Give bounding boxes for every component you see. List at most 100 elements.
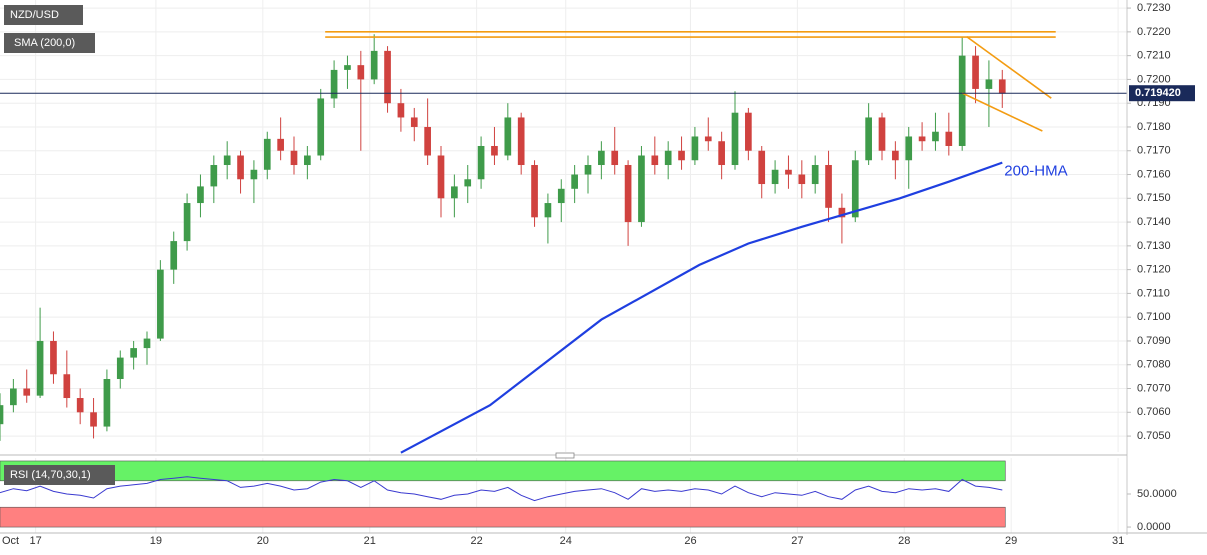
candle-body bbox=[330, 69, 338, 99]
candle-body bbox=[344, 65, 351, 70]
candle-body bbox=[410, 117, 418, 127]
candle-body bbox=[598, 150, 605, 166]
candle-body bbox=[798, 174, 806, 185]
x-tick-label: 29 bbox=[1005, 535, 1017, 547]
candle-body bbox=[250, 169, 258, 180]
candle-body bbox=[785, 169, 792, 175]
candle-body bbox=[571, 174, 578, 189]
candle-body bbox=[304, 155, 311, 166]
candle-body bbox=[143, 338, 151, 349]
x-tick-label: 24 bbox=[560, 535, 572, 547]
y-tick-label: 0.0000 bbox=[1137, 521, 1171, 533]
candle-body bbox=[771, 169, 779, 185]
candle-body bbox=[384, 50, 391, 104]
candle-body bbox=[491, 145, 498, 156]
candle-body bbox=[865, 117, 872, 161]
x-tick-label: 27 bbox=[791, 535, 803, 547]
candle-body bbox=[985, 79, 993, 89]
y-tick-label: 0.7070 bbox=[1137, 382, 1171, 394]
x-tick-label: 26 bbox=[684, 535, 696, 547]
y-tick-label: 0.7210 bbox=[1137, 50, 1171, 62]
candle-body bbox=[50, 340, 57, 375]
rsi-band bbox=[0, 460, 1006, 482]
candle-body bbox=[357, 65, 365, 80]
hma-line bbox=[400, 161, 1003, 454]
panel-handle[interactable] bbox=[555, 452, 575, 459]
x-tick-label: 19 bbox=[150, 535, 162, 547]
candle-body bbox=[811, 165, 819, 185]
candle-body bbox=[531, 165, 538, 218]
candle-body bbox=[277, 138, 284, 151]
rsi-band bbox=[0, 506, 1006, 528]
candle-body bbox=[223, 155, 231, 166]
candle-body bbox=[397, 103, 405, 118]
y-tick-label: 0.7180 bbox=[1137, 121, 1171, 133]
y-tick-label: 0.7150 bbox=[1137, 192, 1171, 204]
candle-body bbox=[651, 155, 659, 166]
candle-body bbox=[290, 150, 298, 166]
x-tick-label: 28 bbox=[898, 535, 910, 547]
y-tick-label: 0.7220 bbox=[1137, 26, 1171, 38]
x-tick-label: 20 bbox=[257, 535, 269, 547]
candle-body bbox=[210, 165, 218, 187]
legend-box bbox=[4, 465, 115, 485]
candle-body bbox=[116, 357, 124, 380]
candle-body bbox=[130, 348, 137, 358]
candle-body bbox=[905, 136, 913, 161]
candle-body bbox=[157, 269, 164, 339]
last-price-label: 0.719420 bbox=[1135, 87, 1181, 99]
y-tick-label: 0.7230 bbox=[1137, 2, 1171, 14]
legend-title: NZD/USD bbox=[10, 9, 59, 21]
legend-box bbox=[4, 33, 95, 53]
candle-body bbox=[464, 179, 472, 187]
candle-body bbox=[370, 50, 378, 80]
y-tick-label: 0.7050 bbox=[1137, 430, 1171, 442]
candle-body bbox=[611, 150, 619, 166]
x-tick-label: 31 bbox=[1112, 535, 1124, 547]
candle-body bbox=[704, 136, 712, 142]
candle-body bbox=[0, 405, 4, 425]
candle-body bbox=[23, 388, 31, 396]
candle-body bbox=[932, 131, 939, 142]
candle-body bbox=[544, 203, 552, 218]
candle-body bbox=[517, 117, 525, 166]
x-axis-month: Oct bbox=[2, 535, 19, 547]
candle-body bbox=[263, 138, 271, 170]
candle-body bbox=[103, 379, 111, 427]
x-tick-label: 21 bbox=[364, 535, 376, 547]
candle-body bbox=[317, 98, 325, 156]
candle-body bbox=[424, 126, 431, 156]
y-tick-label: 0.7160 bbox=[1137, 168, 1171, 180]
candle-body bbox=[557, 188, 565, 204]
candle-body bbox=[10, 388, 17, 406]
candle-body bbox=[678, 150, 685, 161]
candle-body bbox=[758, 150, 766, 185]
candle-body bbox=[892, 150, 899, 161]
plot-layer: 200-HMA bbox=[0, 0, 1127, 533]
y-tick-label: 0.7130 bbox=[1137, 240, 1171, 252]
last-price-box bbox=[1129, 85, 1195, 102]
candle-body bbox=[958, 55, 966, 146]
y-tick-label: 0.7140 bbox=[1137, 216, 1171, 228]
line-label: 200-HMA bbox=[1004, 163, 1067, 180]
y-tick-label: 0.7060 bbox=[1137, 406, 1171, 418]
candle-body bbox=[731, 112, 739, 166]
candle-body bbox=[825, 165, 832, 208]
candle-body bbox=[718, 141, 725, 166]
candle-body bbox=[63, 374, 71, 399]
candle-body bbox=[624, 165, 632, 223]
y-tick-label: 0.7120 bbox=[1137, 264, 1171, 276]
candle-body bbox=[477, 145, 485, 180]
legend-box bbox=[4, 5, 83, 25]
trend-line bbox=[966, 35, 1052, 99]
x-tick-label: 22 bbox=[471, 535, 483, 547]
candle-body bbox=[437, 155, 445, 199]
y-tick-label: 0.7170 bbox=[1137, 145, 1171, 157]
x-tick-label: 17 bbox=[30, 535, 42, 547]
candle-body bbox=[838, 207, 846, 218]
y-tick-label: 0.7090 bbox=[1137, 335, 1171, 347]
candle-body bbox=[638, 155, 645, 223]
candle-body bbox=[170, 241, 178, 270]
candle-body bbox=[451, 186, 458, 199]
